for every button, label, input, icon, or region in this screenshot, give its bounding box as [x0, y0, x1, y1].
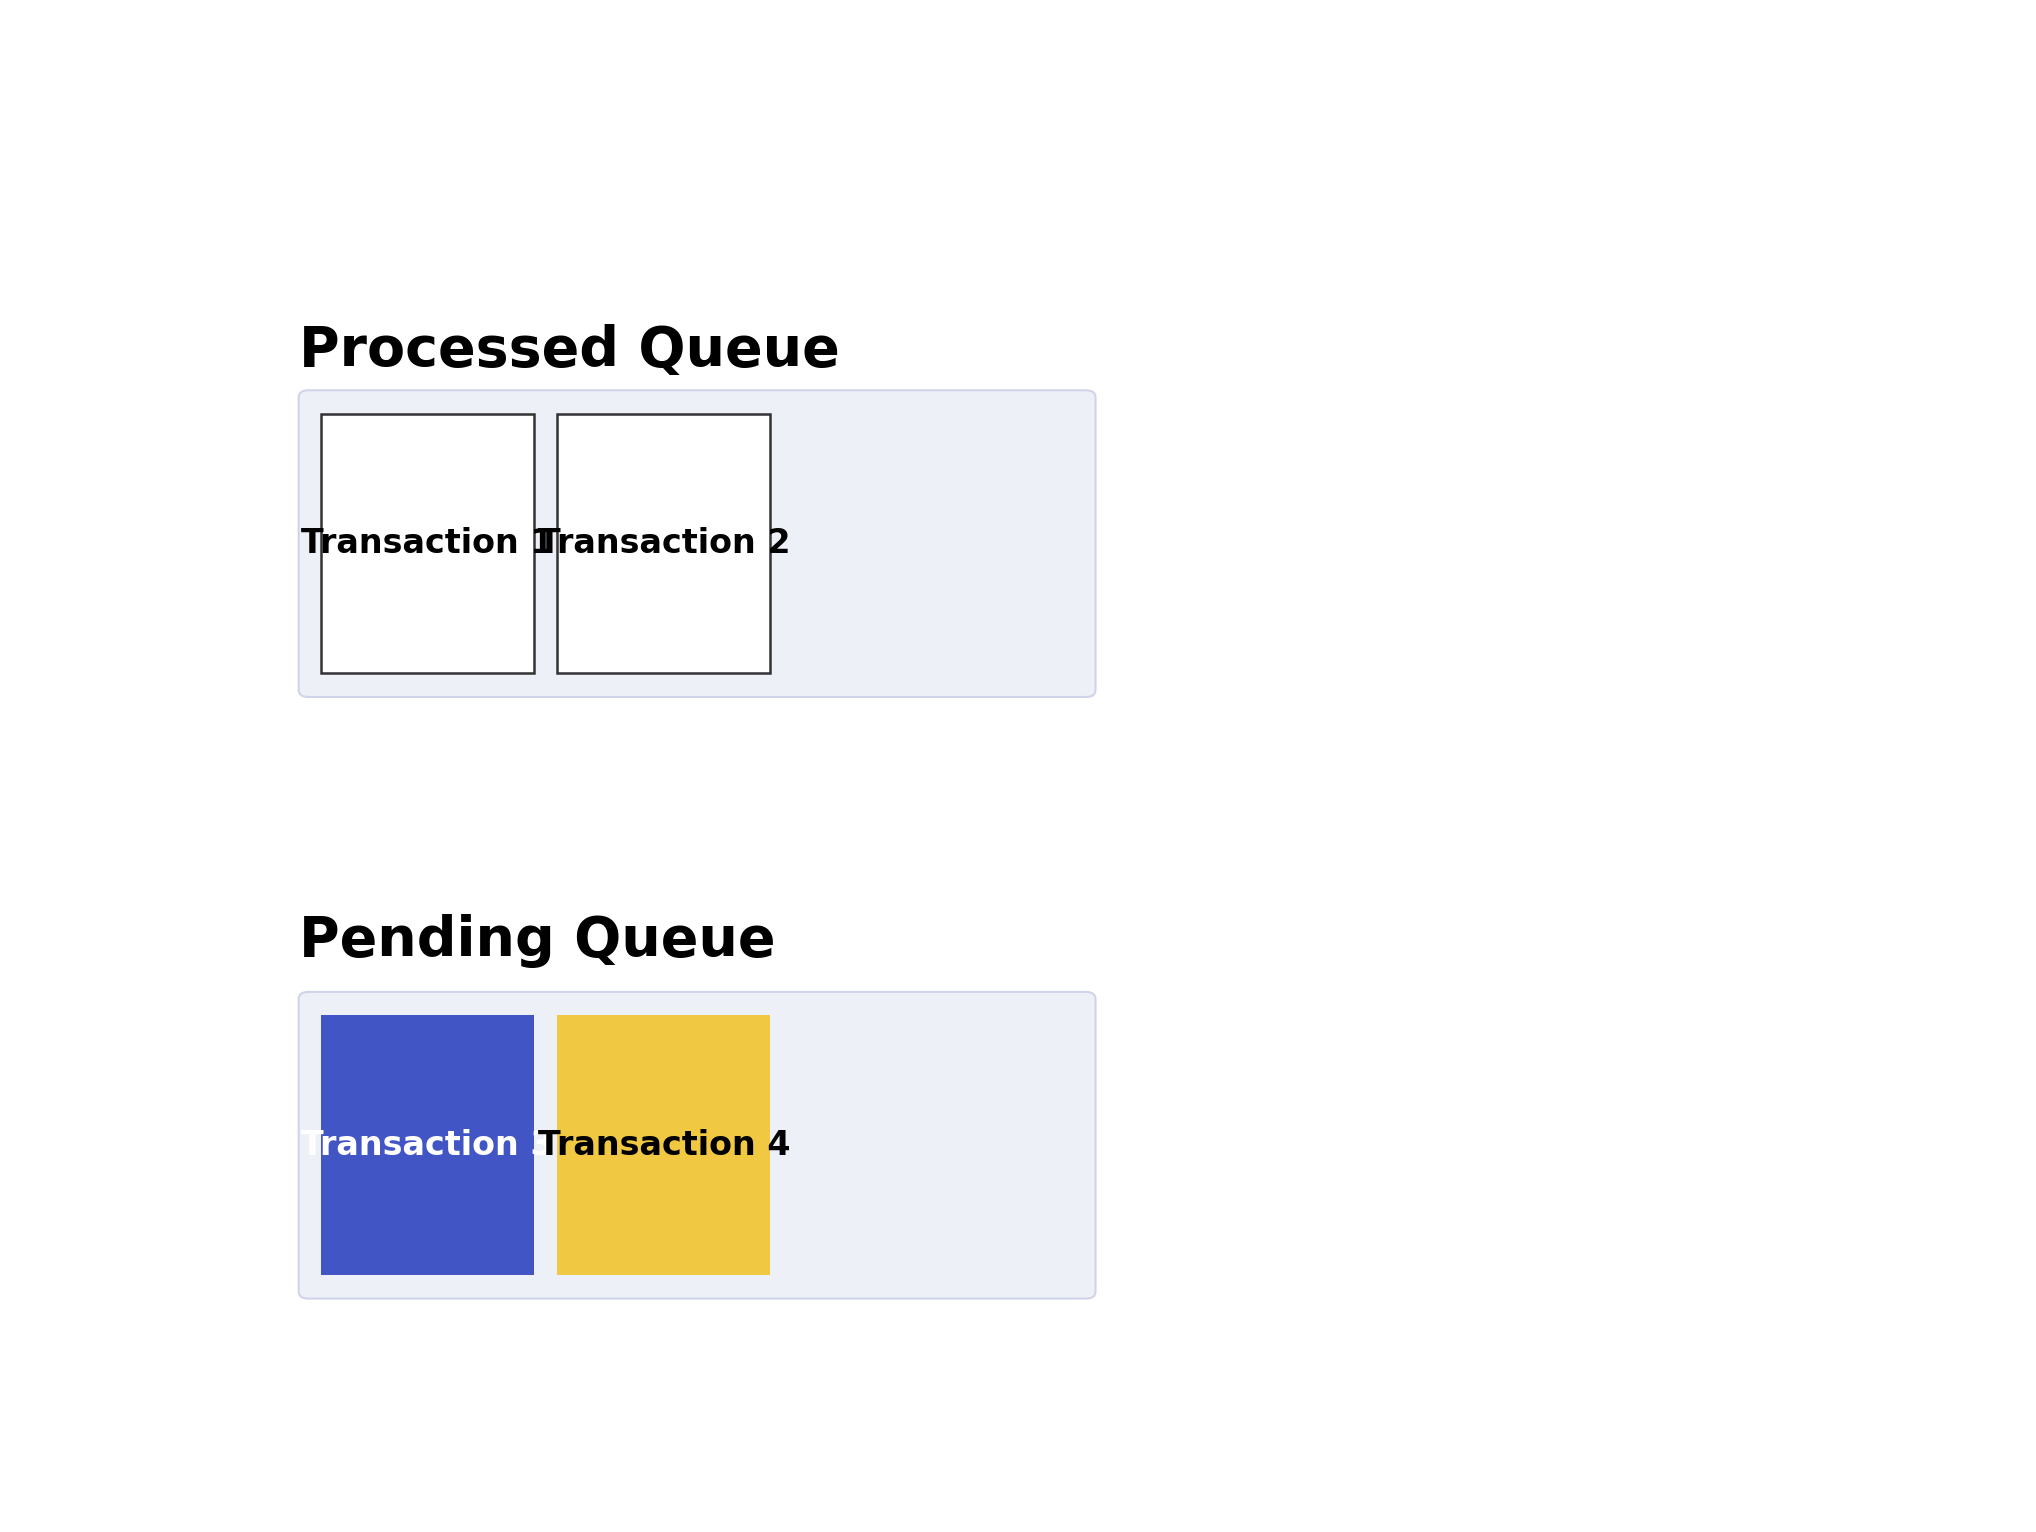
Bar: [322, 1016, 533, 1275]
Bar: [558, 414, 770, 674]
Text: Transaction 1: Transaction 1: [301, 527, 554, 561]
Text: Pending Queue: Pending Queue: [299, 915, 776, 968]
Text: Processed Queue: Processed Queue: [299, 325, 839, 378]
Text: Transaction 3: Transaction 3: [301, 1129, 554, 1161]
Text: Transaction 4: Transaction 4: [538, 1129, 790, 1161]
FancyBboxPatch shape: [299, 391, 1095, 697]
Bar: [322, 414, 533, 674]
Bar: [558, 1016, 770, 1275]
Text: Transaction 2: Transaction 2: [538, 527, 790, 561]
FancyBboxPatch shape: [299, 991, 1095, 1299]
